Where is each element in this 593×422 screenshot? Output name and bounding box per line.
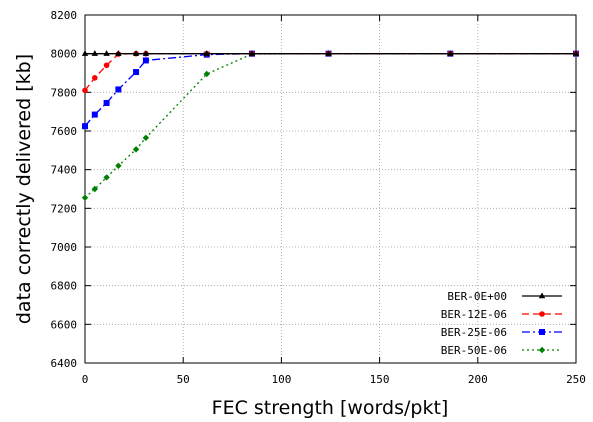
series-2 <box>82 50 579 130</box>
series-line <box>84 53 576 199</box>
legend: BER-0E+00 BER-12E-06 BER-25E-06 BER-50E-06 <box>441 290 562 357</box>
x-tick-label: 150 <box>370 373 390 386</box>
series-1 <box>82 50 579 94</box>
legend-label: BER-0E+00 <box>447 290 507 303</box>
data-point <box>133 69 140 76</box>
x-tick-label: 250 <box>566 373 586 386</box>
x-tick-label: 50 <box>177 373 190 386</box>
x-tick-label: 0 <box>82 373 89 386</box>
y-tick-label: 7000 <box>51 241 78 254</box>
data-point <box>132 146 140 153</box>
data-point <box>115 86 122 93</box>
y-tick-label: 6800 <box>51 280 78 293</box>
data-point <box>203 70 210 78</box>
y-tick-label: 8000 <box>51 48 78 61</box>
legend-entry: BER-0E+00 <box>447 290 562 303</box>
y-tick-label: 7600 <box>51 125 78 138</box>
y-axis-label: data correctly delivered [kb] <box>13 54 35 324</box>
data-point <box>82 87 88 94</box>
legend-entry: BER-50E-06 <box>441 344 562 357</box>
legend-marker <box>539 329 545 335</box>
series-3 <box>81 50 580 201</box>
legend-label: BER-50E-06 <box>441 344 507 357</box>
series-0 <box>81 50 580 56</box>
x-axis-label: FEC strength [words/pkt] <box>212 397 449 419</box>
y-tick-label: 8200 <box>51 9 78 22</box>
data-point <box>81 50 89 56</box>
data-point <box>82 123 88 130</box>
data-point <box>447 50 454 56</box>
data-point <box>142 50 150 56</box>
legend-marker <box>539 311 545 317</box>
data-point <box>91 185 99 193</box>
y-tick-label: 6400 <box>51 357 78 370</box>
data-point <box>103 62 110 69</box>
x-tick-label: 200 <box>468 373 488 386</box>
data-point <box>142 134 150 141</box>
series-line <box>84 53 576 127</box>
legend-entry: BER-25E-06 <box>441 326 562 339</box>
legend-marker <box>538 346 546 354</box>
axis-ticks: 6400 6600 6800 7000 7200 7400 7600 7800 8000 8200… <box>51 9 586 386</box>
data-point <box>325 50 332 56</box>
data-point <box>248 50 256 56</box>
data-point <box>91 50 99 56</box>
data-point <box>203 50 210 56</box>
data-point <box>142 57 149 64</box>
y-tick-label: 7800 <box>51 86 78 99</box>
plot-frame <box>84 14 577 364</box>
data-point <box>91 111 98 118</box>
data-point <box>103 174 110 181</box>
y-tick-label: 7200 <box>51 202 78 215</box>
data-point <box>103 99 110 106</box>
legend-marker <box>538 292 546 299</box>
legend-label: BER-25E-06 <box>441 326 507 339</box>
legend-entry: BER-12E-06 <box>441 308 562 321</box>
y-tick-label: 7400 <box>51 164 78 177</box>
legend-label: BER-12E-06 <box>441 308 507 321</box>
data-point <box>115 50 122 56</box>
data-point <box>132 50 140 56</box>
data-point <box>92 75 98 81</box>
data-point <box>103 50 110 56</box>
data-point <box>81 194 89 201</box>
data-point <box>572 50 580 56</box>
x-tick-label: 100 <box>271 373 291 386</box>
series-group <box>81 50 580 201</box>
data-point <box>115 162 122 169</box>
y-tick-label: 6600 <box>51 318 78 331</box>
